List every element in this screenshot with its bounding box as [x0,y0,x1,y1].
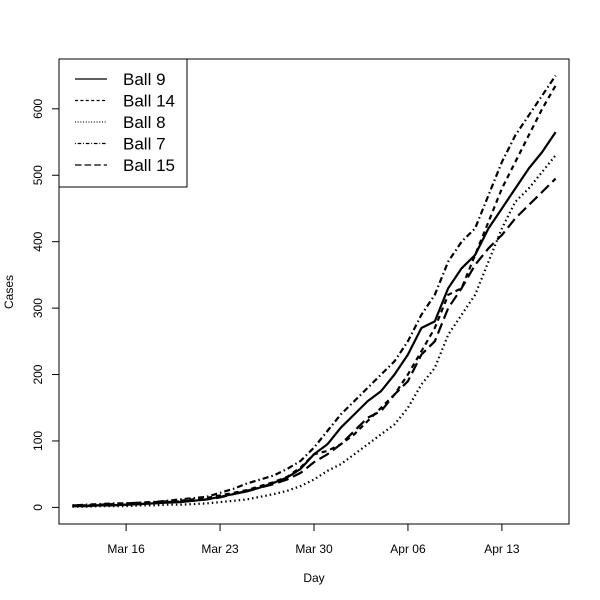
legend: Ball 9 Ball 14 Ball 8 Ball 7 Ball 15 [58,58,188,188]
x-tick-label: Apr 13 [484,542,520,556]
y-tick-label: 200 [31,364,45,384]
y-tick-label: 600 [31,98,45,118]
y-tick-label: 500 [31,165,45,185]
x-tick-label: Apr 06 [390,542,426,556]
series-line-ball-8 [72,154,557,508]
series-layer [72,74,557,508]
legend-label-ball-8: Ball 8 [123,113,166,132]
x-axis: Mar 16 Mar 23 Mar 30 Apr 06 Apr 13 [107,523,520,556]
series-line-ball-15 [72,177,557,508]
y-tick-label: 300 [31,298,45,318]
y-tick-label: 400 [31,231,45,251]
legend-label-ball-14: Ball 14 [123,92,175,111]
x-axis-title: Day [303,571,324,585]
legend-label-ball-15: Ball 15 [123,156,175,175]
y-tick-label: 0 [31,504,45,511]
y-axis-title: Cases [2,275,16,309]
x-tick-label: Mar 23 [201,542,239,556]
series-line-ball-9 [72,131,557,508]
y-axis: 0 100 200 300 400 500 600 [31,98,60,511]
legend-label-ball-7: Ball 7 [123,135,166,154]
series-line-ball-14 [72,85,557,507]
legend-box [58,58,188,188]
x-tick-label: Mar 16 [107,542,145,556]
y-tick-label: 100 [31,431,45,451]
legend-label-ball-9: Ball 9 [123,70,166,89]
x-tick-label: Mar 30 [295,542,333,556]
